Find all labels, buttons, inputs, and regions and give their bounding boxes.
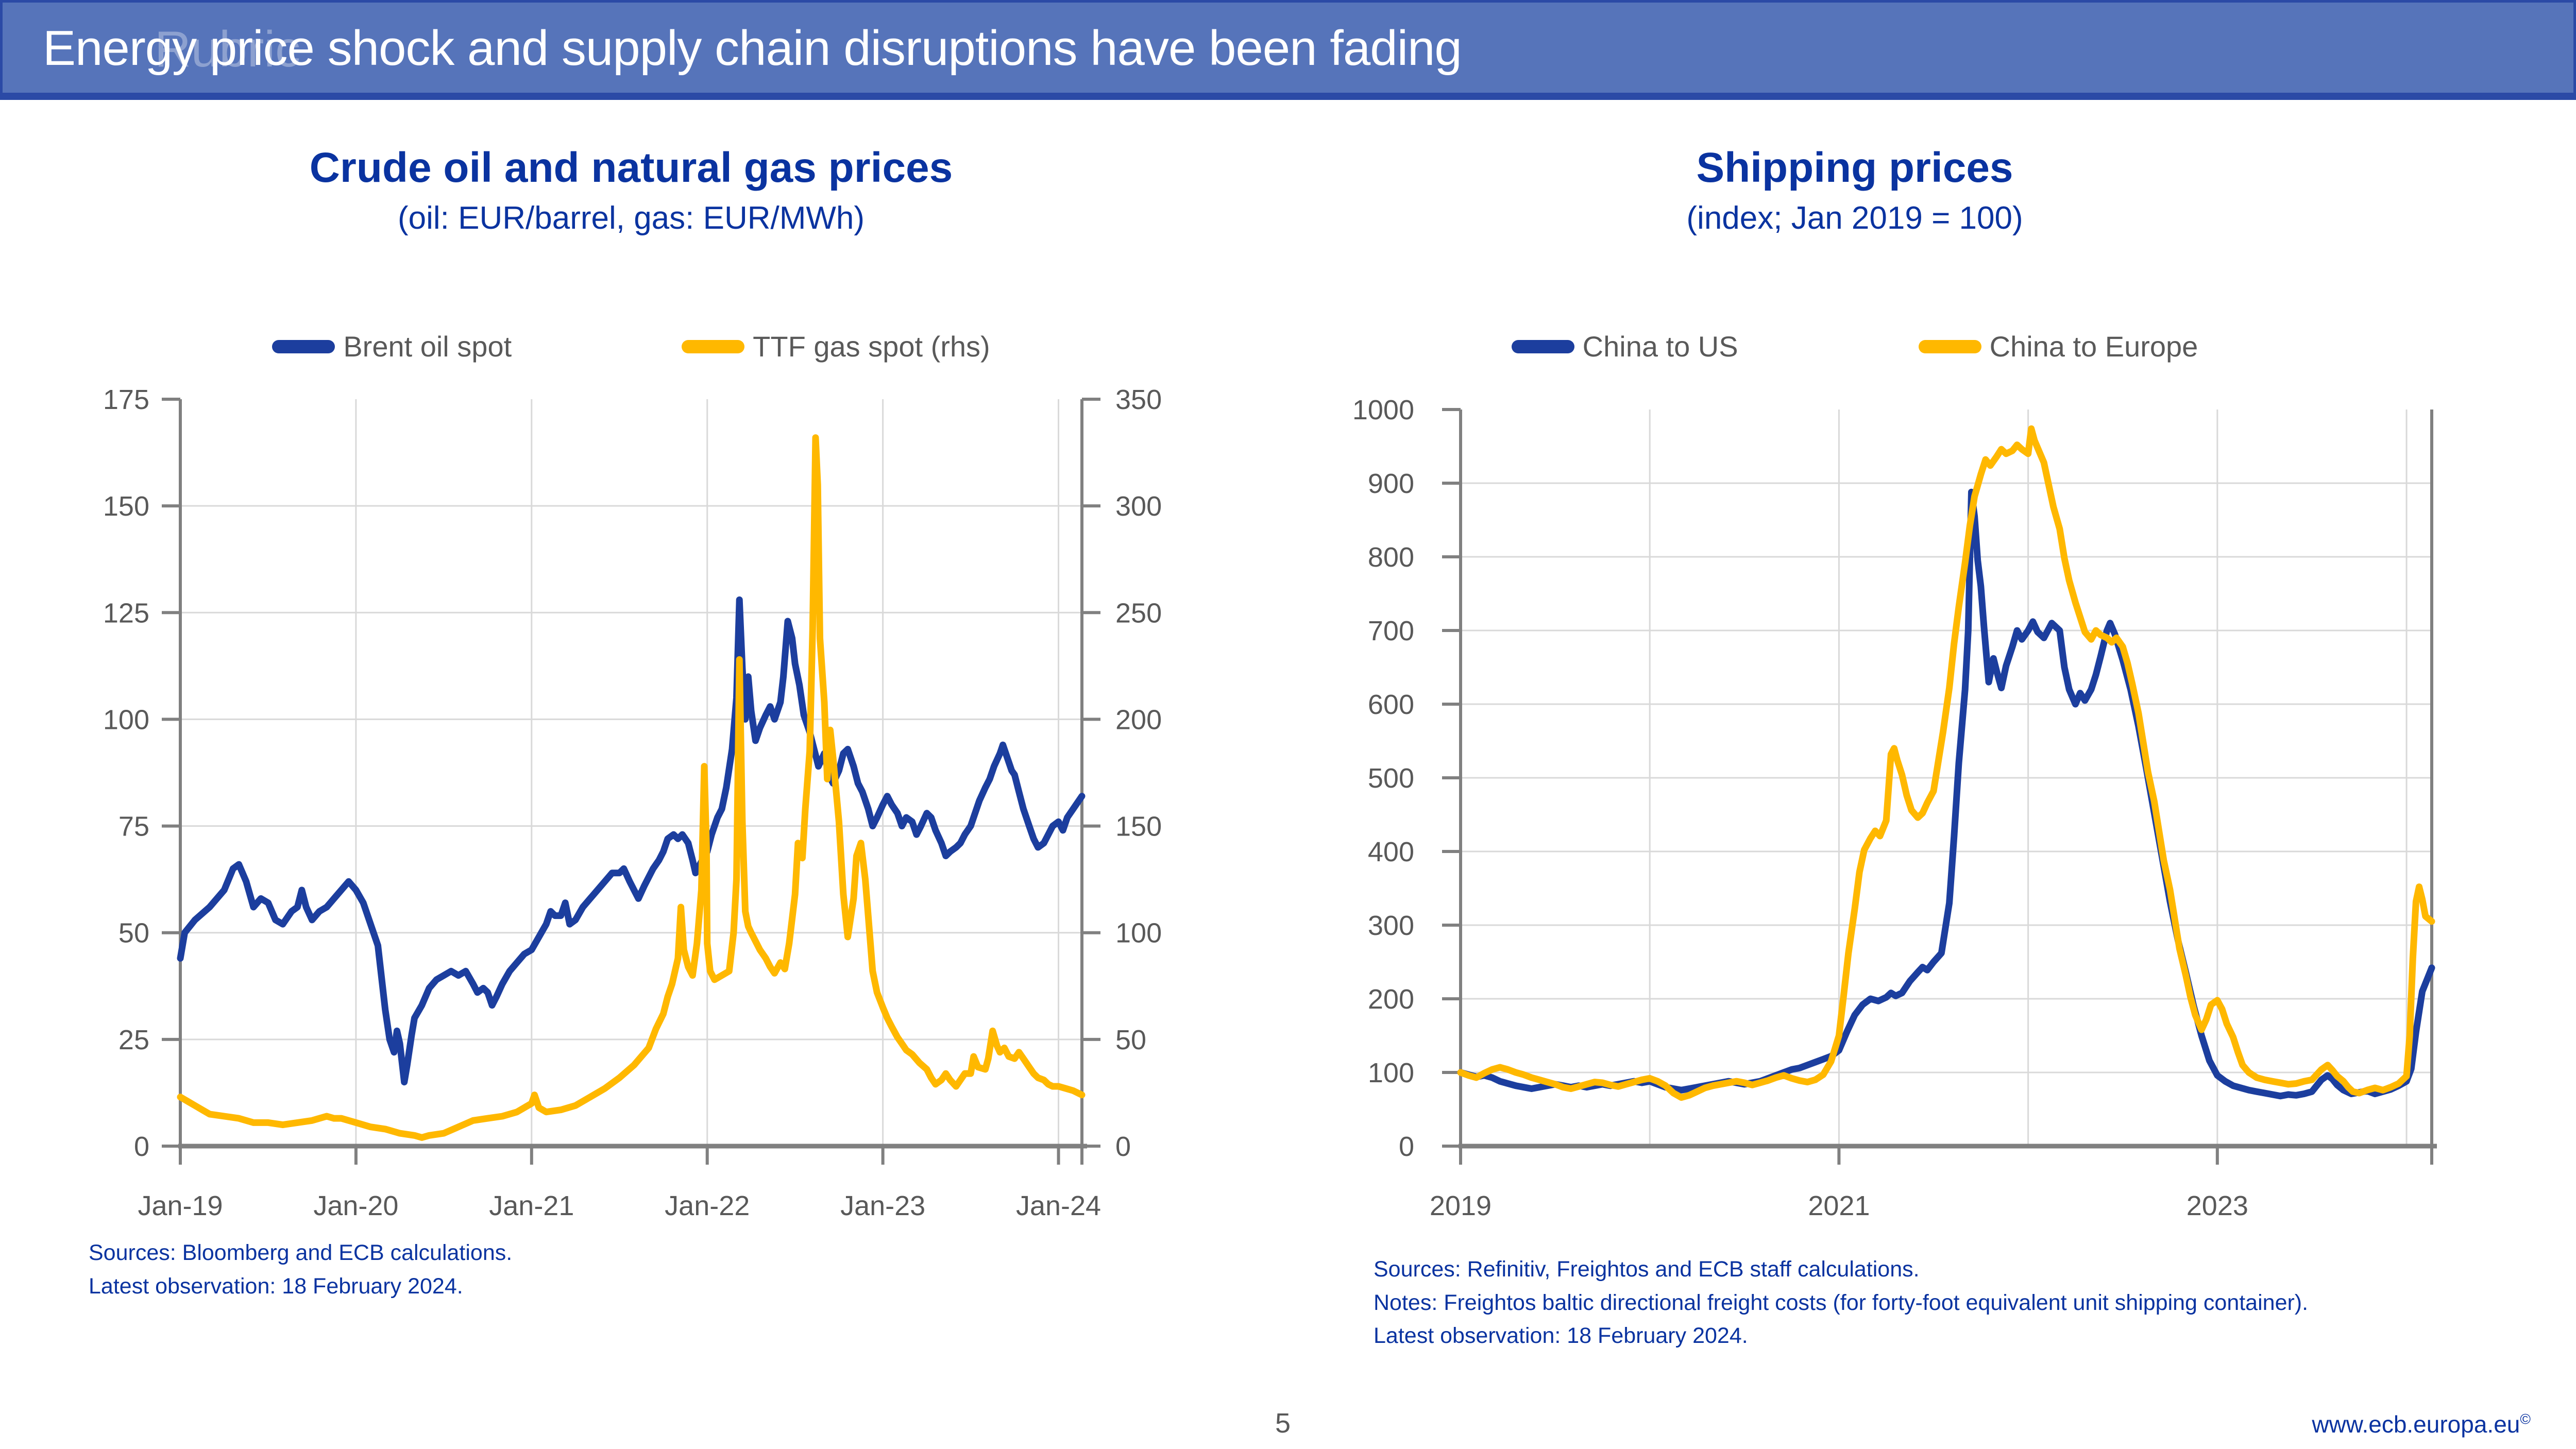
svg-text:50: 50 xyxy=(118,918,149,949)
legend-item-brent-oil-spot: Brent oil spot xyxy=(272,330,512,363)
legend-label-brent-oil-spot: Brent oil spot xyxy=(343,330,512,363)
oil-gas-sources-line-2: Latest observation: 18 February 2024. xyxy=(89,1273,463,1299)
legend-marker-brent-oil-spot xyxy=(272,339,335,353)
series-line-china-to-us xyxy=(1457,488,2435,1100)
page-title: Energy price shock and supply chain disr… xyxy=(43,20,1462,76)
series-line-china-to-europe xyxy=(1457,425,2435,1101)
oil-gas-sources-line-1: Sources: Bloomberg and ECB calculations. xyxy=(89,1240,513,1265)
svg-text:Jan-22: Jan-22 xyxy=(665,1190,750,1221)
footer-url: www.ecb.europa.eu© xyxy=(2312,1410,2531,1438)
svg-text:300: 300 xyxy=(1368,910,1414,941)
svg-text:2023: 2023 xyxy=(2187,1190,2248,1221)
oil-gas-sources: Sources: Bloomberg and ECB calculations.… xyxy=(89,1236,512,1303)
svg-text:75: 75 xyxy=(118,811,149,842)
legend-label-ttf-gas-spot: TTF gas spot (rhs) xyxy=(753,330,990,363)
svg-text:100: 100 xyxy=(103,704,149,735)
svg-text:Jan-21: Jan-21 xyxy=(489,1190,574,1221)
svg-text:Jan-20: Jan-20 xyxy=(313,1190,398,1221)
svg-text:Jan-19: Jan-19 xyxy=(138,1190,223,1221)
svg-text:150: 150 xyxy=(1115,811,1162,842)
oil-gas-chart: 0 25 50 75 100 125 150 175 0 50 100 150 200 250 300 350… xyxy=(103,384,1162,1221)
svg-text:800: 800 xyxy=(1368,542,1414,573)
shipping-sources-line-1: Sources: Refinitiv, Freightos and ECB st… xyxy=(1374,1257,1920,1282)
svg-text:200: 200 xyxy=(1115,704,1162,735)
legend-marker-ttf-gas-spot xyxy=(682,339,745,353)
svg-text:700: 700 xyxy=(1368,616,1414,646)
svg-text:175: 175 xyxy=(103,384,149,415)
svg-text:2021: 2021 xyxy=(1808,1190,1870,1221)
header-watermark: Rubric xyxy=(155,21,301,77)
series-line-ttf-gas-spot-rhs- xyxy=(177,434,1086,1141)
header-bar: Rubric Energy price shock and supply cha… xyxy=(0,0,2576,94)
shipping-chart-title: Shipping prices xyxy=(1696,144,2013,191)
legend-label-china-to-europe: China to Europe xyxy=(1989,330,2198,363)
svg-text:Jan-23: Jan-23 xyxy=(840,1190,925,1221)
oil-gas-chart-subtitle: (oil: EUR/barrel, gas: EUR/MWh) xyxy=(397,200,865,236)
svg-text:0: 0 xyxy=(1399,1131,1414,1162)
svg-text:50: 50 xyxy=(1115,1025,1146,1055)
header-accent-line xyxy=(0,93,2576,100)
svg-text:125: 125 xyxy=(103,598,149,628)
shipping-sources: Sources: Refinitiv, Freightos and ECB st… xyxy=(1374,1253,2308,1353)
svg-text:200: 200 xyxy=(1368,984,1414,1015)
svg-text:400: 400 xyxy=(1368,837,1414,867)
svg-text:250: 250 xyxy=(1115,598,1162,628)
legend-item-china-to-us: China to US xyxy=(1511,330,1738,363)
svg-text:100: 100 xyxy=(1368,1058,1414,1088)
oil-gas-panel: Crude oil and natural gas prices (oil: E… xyxy=(180,144,1082,546)
shipping-chart-subtitle: (index; Jan 2019 = 100) xyxy=(1686,200,2023,236)
svg-text:0: 0 xyxy=(134,1131,149,1162)
svg-text:1000: 1000 xyxy=(1352,395,1414,425)
svg-text:100: 100 xyxy=(1115,918,1162,949)
shipping-panel: Shipping prices (index; Jan 2019 = 100) … xyxy=(1396,144,2313,546)
svg-text:Jan-24: Jan-24 xyxy=(1016,1190,1101,1221)
legend-item-china-to-europe: China to Europe xyxy=(1918,330,2198,363)
legend-label-china-to-us: China to US xyxy=(1582,330,1738,363)
svg-text:150: 150 xyxy=(103,491,149,522)
oil-gas-legend: Brent oil spot TTF gas spot (rhs) xyxy=(180,330,1082,363)
copyright-mark: © xyxy=(2520,1411,2531,1427)
svg-text:900: 900 xyxy=(1368,468,1414,499)
svg-text:300: 300 xyxy=(1115,491,1162,522)
shipping-sources-line-3: Latest observation: 18 February 2024. xyxy=(1374,1323,1748,1348)
footer-link-text: www.ecb.europa.eu xyxy=(2312,1411,2520,1438)
page-number: 5 xyxy=(1275,1408,1291,1439)
svg-text:350: 350 xyxy=(1115,384,1162,415)
svg-text:0: 0 xyxy=(1115,1131,1131,1162)
legend-marker-china-to-us xyxy=(1511,339,1574,353)
legend-marker-china-to-europe xyxy=(1918,339,1981,353)
shipping-chart: 0 100 200 300 400 500 600 700 800 900 1000 2019 2021… xyxy=(1352,395,2437,1221)
shipping-sources-line-2: Notes: Freightos baltic directional frei… xyxy=(1374,1290,2309,1315)
shipping-legend: China to US China to Europe xyxy=(1396,330,2313,363)
svg-text:2019: 2019 xyxy=(1430,1190,1492,1221)
legend-item-ttf-gas-spot: TTF gas spot (rhs) xyxy=(682,330,990,363)
series-line-brent-oil-spot xyxy=(177,596,1086,1086)
svg-text:25: 25 xyxy=(118,1025,149,1055)
svg-text:600: 600 xyxy=(1368,689,1414,720)
svg-text:500: 500 xyxy=(1368,763,1414,794)
oil-gas-chart-title: Crude oil and natural gas prices xyxy=(309,144,953,191)
